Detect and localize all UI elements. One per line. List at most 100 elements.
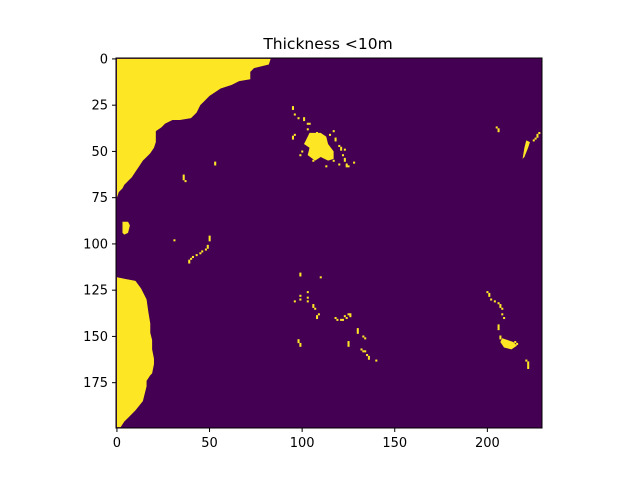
heatmap-cell	[293, 113, 296, 116]
heatmap-cell	[340, 318, 343, 321]
heatmap-cell	[497, 328, 500, 331]
heatmap-cell	[349, 315, 352, 318]
heatmap-cell	[364, 350, 367, 353]
y-tick-label: 25	[91, 99, 108, 114]
y-axis: 0 25 50 75 100 125 150 175	[83, 52, 116, 391]
heatmap-cell	[293, 133, 296, 136]
heatmap-cell	[199, 252, 202, 255]
heatmap-cell	[499, 335, 502, 338]
heatmap-region-se-island	[500, 338, 517, 350]
heatmap-cell	[182, 178, 185, 181]
heatmap-background	[116, 58, 542, 428]
heatmap-cell	[527, 366, 530, 369]
heatmap-cell	[317, 313, 320, 316]
heatmap-cell	[353, 161, 356, 164]
heatmap-cell	[291, 107, 294, 110]
heatmap-region-ne-island	[520, 140, 530, 161]
x-tick-label: 150	[382, 436, 407, 451]
heatmap-cell	[340, 148, 343, 151]
heatmap-cell	[204, 248, 207, 251]
heatmap-cell	[497, 324, 500, 327]
y-tick-label: 50	[91, 145, 108, 160]
heatmap-cell	[308, 122, 311, 125]
heatmap-cell	[514, 341, 517, 344]
heatmap-cell	[340, 146, 343, 149]
x-tick-label: 100	[290, 436, 315, 451]
x-tick-label: 0	[113, 436, 121, 451]
heatmap-cell	[488, 292, 491, 295]
heatmap-cell	[366, 354, 369, 357]
chart-title: Thickness <10m	[262, 35, 392, 53]
heatmap-cell	[364, 337, 367, 340]
heatmap-cell	[495, 126, 498, 129]
heatmap-cell	[347, 165, 350, 168]
heatmap-cell	[299, 154, 302, 157]
heatmap-cell	[499, 305, 502, 308]
heatmap-cell	[367, 355, 370, 358]
y-tick-label: 0	[100, 52, 108, 67]
heatmap-cell	[188, 259, 191, 262]
heatmap-cell	[325, 165, 328, 168]
heatmap-cell	[345, 165, 348, 168]
heatmap-cell	[208, 239, 211, 242]
heatmap-cell	[297, 341, 300, 344]
heatmap-cell	[347, 313, 350, 316]
heatmap-cell	[338, 163, 341, 166]
heatmap-cell	[497, 128, 500, 131]
heatmap-cell	[316, 317, 319, 320]
heatmap-cell	[201, 250, 204, 253]
heatmap-cell	[343, 148, 346, 151]
x-tick-label: 50	[201, 436, 218, 451]
heatmap-cell	[501, 313, 504, 316]
heatmap-cell	[291, 135, 294, 138]
heatmap-cell	[208, 235, 211, 238]
heatmap-cell	[341, 318, 345, 321]
heatmap-cell	[534, 137, 537, 140]
heatmap-cell	[188, 261, 191, 264]
heatmap-cell	[299, 274, 302, 277]
heatmap-cell	[503, 317, 506, 320]
heatmap-cell	[488, 294, 491, 297]
heatmap-cell	[312, 304, 315, 307]
heatmap-cell	[316, 132, 319, 135]
heatmap-cell	[490, 298, 493, 301]
heatmap-cell	[336, 318, 339, 321]
heatmap-cell	[297, 339, 300, 342]
heatmap-cell	[499, 304, 502, 307]
heatmap-cell	[173, 239, 176, 242]
y-tick-label: 100	[83, 237, 108, 252]
heatmap-cell	[317, 133, 320, 136]
heatmap-cell	[527, 365, 530, 368]
heatmap-cell	[499, 337, 502, 340]
heatmap-cell	[347, 344, 350, 347]
heatmap-cell	[334, 139, 337, 142]
heatmap-cell	[347, 342, 350, 345]
heatmap-cell	[306, 291, 309, 294]
heatmap-cell	[356, 328, 359, 331]
heatmap-cell	[367, 357, 370, 360]
heatmap-cell	[332, 159, 335, 162]
heatmap-cell	[497, 326, 500, 329]
heatmap-cell	[486, 291, 489, 294]
heatmap-cell	[527, 363, 530, 366]
heatmap-cell	[306, 296, 309, 299]
heatmap-cell	[538, 132, 541, 135]
heatmap-cell	[206, 244, 209, 247]
heatmap-cell	[291, 137, 294, 140]
heatmap-cell	[532, 139, 535, 142]
heatmap-cell	[299, 272, 302, 275]
heatmap-cell	[184, 180, 187, 183]
heatmap-cell	[214, 161, 217, 164]
heatmap-region-nw-island-cluster	[304, 132, 334, 161]
heatmap-cell	[208, 237, 211, 240]
heatmap-cell	[195, 254, 198, 257]
y-tick-label: 150	[83, 330, 108, 345]
heatmap-cell	[190, 257, 193, 260]
heatmap-cell	[343, 157, 346, 160]
heatmap-cell	[516, 342, 519, 345]
heatmap-cell	[343, 159, 346, 162]
heatmap-cell	[206, 246, 209, 249]
heatmap-cell	[182, 176, 185, 179]
heatmap-cell	[299, 298, 302, 301]
